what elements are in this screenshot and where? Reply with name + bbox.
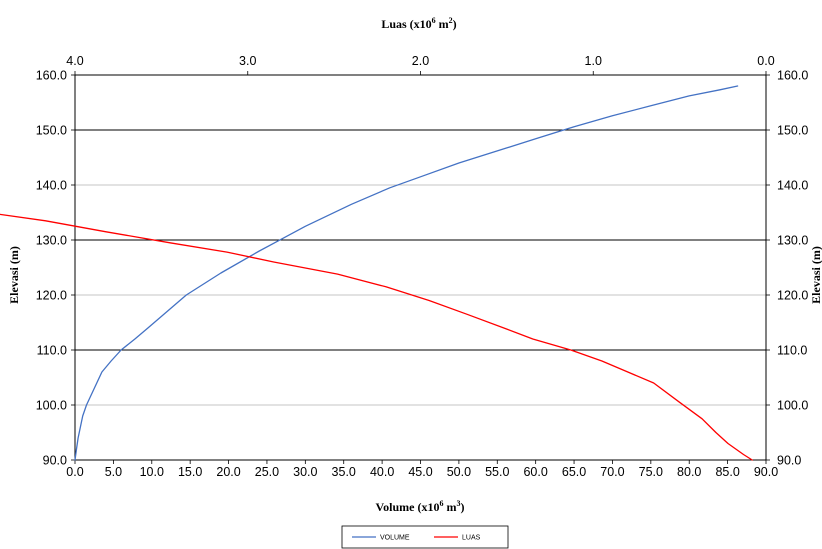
x-bottom-tick-label-5: 25.0 bbox=[255, 465, 279, 479]
x-bottom-tick-label-13: 65.0 bbox=[562, 465, 586, 479]
y-left-tick-label-1: 100.0 bbox=[36, 399, 67, 413]
top-axis-title-part3: ) bbox=[453, 17, 457, 31]
y-left-tick-label-6: 150.0 bbox=[36, 124, 67, 138]
y-left-tick-label-7: 160.0 bbox=[36, 69, 67, 83]
y-left-tick-label-4: 130.0 bbox=[36, 234, 67, 248]
y-right-tick-label-7: 160.0 bbox=[777, 69, 808, 83]
x-bottom-tick-label-9: 45.0 bbox=[408, 465, 432, 479]
plot-frame bbox=[75, 75, 766, 460]
x-bottom-tick-label-15: 75.0 bbox=[639, 465, 663, 479]
x-bottom-tick-label-8: 40.0 bbox=[370, 465, 394, 479]
x-bottom-tick-label-0: 0.0 bbox=[66, 465, 83, 479]
legend: VOLUME LUAS bbox=[342, 526, 508, 548]
x-bottom-tick-label-11: 55.0 bbox=[485, 465, 509, 479]
y-left-tick-label-5: 140.0 bbox=[36, 179, 67, 193]
x-bottom-tick-label-3: 15.0 bbox=[178, 465, 202, 479]
y-left-tick-label-3: 120.0 bbox=[36, 289, 67, 303]
y-right-tick-label-4: 130.0 bbox=[777, 234, 808, 248]
series-line-luas bbox=[0, 125, 752, 461]
axis-ticks: 0.0 5.0 10.0 15.0 20.0 25.0 30.0 35.0 40.0 45.0 50… bbox=[36, 54, 809, 479]
x-top-tick-label-4: 0.0 bbox=[757, 54, 774, 68]
y-axis-title-left: Elevasi (m) bbox=[7, 246, 21, 304]
x-top-tick-label-0: 4.0 bbox=[66, 54, 83, 68]
x-axis-title: Volume (x106 m3) bbox=[376, 499, 465, 514]
x-top-tick-label-3: 1.0 bbox=[585, 54, 602, 68]
series-lines bbox=[0, 86, 752, 460]
y-right-tick-label-0: 90.0 bbox=[777, 454, 801, 468]
x-bottom-tick-label-2: 10.0 bbox=[140, 465, 164, 479]
y-left-tick-label-0: 90.0 bbox=[43, 454, 67, 468]
x-bottom-tick-label-12: 60.0 bbox=[523, 465, 547, 479]
x-axis-title-part1: Volume (x10 bbox=[376, 500, 440, 514]
gridlines bbox=[75, 130, 766, 405]
y-right-tick-label-5: 140.0 bbox=[777, 179, 808, 193]
y-right-tick-label-3: 120.0 bbox=[777, 289, 808, 303]
legend-luas-label: LUAS bbox=[462, 535, 481, 542]
top-axis-title: Luas (x106 m2) bbox=[381, 16, 456, 31]
top-axis-title-part2: m bbox=[436, 17, 449, 31]
x-bottom-tick-label-4: 20.0 bbox=[216, 465, 240, 479]
y-left-tick-label-2: 110.0 bbox=[37, 344, 67, 358]
x-bottom-tick-label-10: 50.0 bbox=[447, 465, 471, 479]
x-bottom-tick-label-14: 70.0 bbox=[600, 465, 624, 479]
x-axis-title-part2: m bbox=[443, 500, 456, 514]
x-top-tick-label-2: 2.0 bbox=[412, 54, 429, 68]
x-axis-title-part3: ) bbox=[460, 500, 464, 514]
y-right-tick-label-6: 150.0 bbox=[777, 124, 808, 138]
x-bottom-tick-label-6: 30.0 bbox=[293, 465, 317, 479]
legend-volume-label: VOLUME bbox=[380, 535, 410, 542]
series-line-volume bbox=[75, 86, 738, 460]
x-top-tick-label-1: 3.0 bbox=[239, 54, 256, 68]
x-bottom-tick-label-18: 90.0 bbox=[754, 465, 778, 479]
x-bottom-tick-label-7: 35.0 bbox=[332, 465, 356, 479]
x-bottom-tick-label-17: 85.0 bbox=[715, 465, 739, 479]
top-axis-title-part1: Luas (x10 bbox=[381, 17, 431, 31]
x-bottom-tick-label-16: 80.0 bbox=[677, 465, 701, 479]
x-bottom-tick-label-1: 5.0 bbox=[105, 465, 122, 479]
y-right-tick-label-1: 100.0 bbox=[777, 399, 808, 413]
y-axis-title-right: Elevasi (m) bbox=[809, 246, 822, 304]
y-right-tick-label-2: 110.0 bbox=[777, 344, 807, 358]
